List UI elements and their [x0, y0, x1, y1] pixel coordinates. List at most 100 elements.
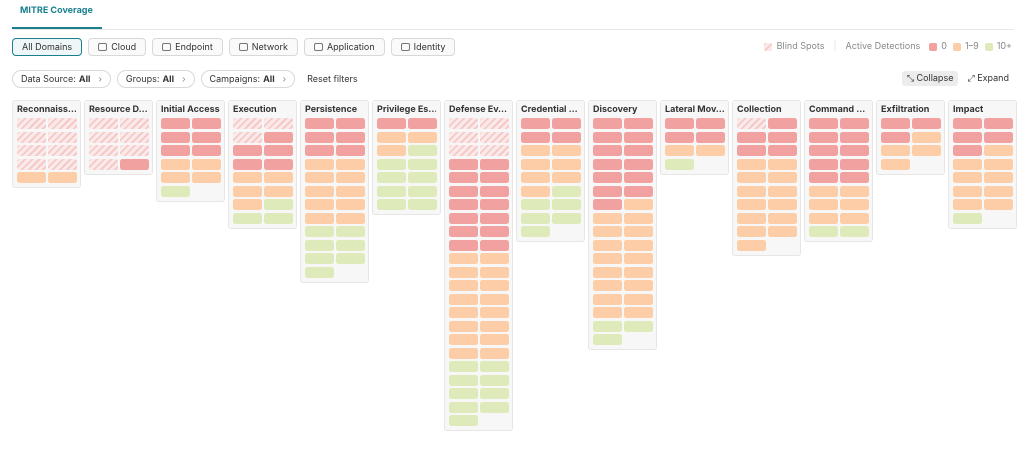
technique-cell[interactable]: [665, 158, 694, 170]
technique-cell[interactable]: [480, 239, 509, 251]
technique-cell[interactable]: [593, 266, 622, 278]
tactic-column[interactable]: Execution: [228, 100, 297, 229]
tactic-column[interactable]: Credential …: [516, 100, 585, 242]
technique-cell[interactable]: [449, 401, 478, 413]
technique-cell[interactable]: [624, 226, 653, 237]
technique-cell[interactable]: [161, 145, 190, 156]
technique-cell[interactable]: [912, 131, 941, 143]
technique-cell[interactable]: [305, 118, 334, 129]
technique-cell[interactable]: [89, 131, 118, 143]
technique-cell[interactable]: [480, 374, 509, 386]
technique-cell[interactable]: [768, 172, 797, 183]
technique-cell[interactable]: [449, 374, 478, 386]
technique-cell[interactable]: [480, 185, 509, 197]
filter-pill[interactable]: Data Source: All ›: [12, 70, 111, 88]
technique-cell[interactable]: [809, 131, 838, 143]
technique-cell[interactable]: [593, 131, 622, 143]
technique-cell[interactable]: [408, 172, 437, 183]
technique-cell[interactable]: [120, 118, 149, 129]
technique-cell[interactable]: [521, 131, 550, 143]
technique-cell[interactable]: [192, 131, 221, 143]
technique-cell[interactable]: [480, 361, 509, 372]
technique-cell[interactable]: [593, 172, 622, 183]
technique-cell[interactable]: [17, 118, 46, 129]
technique-cell[interactable]: [881, 158, 910, 170]
technique-cell[interactable]: [89, 158, 118, 170]
technique-cell[interactable]: [624, 266, 653, 278]
technique-cell[interactable]: [624, 280, 653, 291]
technique-cell[interactable]: [480, 118, 509, 129]
technique-cell[interactable]: [305, 199, 334, 210]
technique-cell[interactable]: [305, 185, 334, 197]
technique-cell[interactable]: [696, 118, 725, 129]
technique-cell[interactable]: [737, 185, 766, 197]
technique-cell[interactable]: [624, 320, 653, 332]
technique-cell[interactable]: [521, 185, 550, 197]
technique-cell[interactable]: [48, 145, 77, 156]
technique-cell[interactable]: [408, 145, 437, 156]
technique-cell[interactable]: [521, 158, 550, 170]
technique-cell[interactable]: [624, 293, 653, 305]
technique-cell[interactable]: [449, 145, 478, 156]
technique-cell[interactable]: [480, 388, 509, 399]
technique-cell[interactable]: [48, 172, 77, 183]
technique-cell[interactable]: [480, 158, 509, 170]
technique-cell[interactable]: [305, 226, 334, 237]
technique-cell[interactable]: [305, 212, 334, 224]
technique-cell[interactable]: [449, 361, 478, 372]
technique-cell[interactable]: [665, 131, 694, 143]
technique-cell[interactable]: [737, 172, 766, 183]
technique-cell[interactable]: [593, 307, 622, 318]
technique-cell[interactable]: [264, 212, 293, 224]
technique-cell[interactable]: [449, 347, 478, 359]
technique-cell[interactable]: [17, 172, 46, 183]
collapse-button[interactable]: ⤡ Collapse: [901, 71, 959, 86]
tactic-column[interactable]: Impact: [948, 100, 1017, 229]
technique-cell[interactable]: [192, 118, 221, 129]
filter-pill[interactable]: Campaigns: All ›: [200, 70, 296, 88]
technique-cell[interactable]: [953, 172, 982, 183]
technique-cell[interactable]: [120, 131, 149, 143]
technique-cell[interactable]: [521, 172, 550, 183]
technique-cell[interactable]: [480, 307, 509, 318]
technique-cell[interactable]: [552, 145, 581, 156]
technique-cell[interactable]: [953, 212, 982, 224]
technique-cell[interactable]: [737, 158, 766, 170]
technique-cell[interactable]: [336, 199, 365, 210]
technique-cell[interactable]: [233, 118, 262, 129]
domain-button[interactable]: Endpoint: [152, 38, 223, 56]
technique-cell[interactable]: [336, 212, 365, 224]
technique-cell[interactable]: [264, 172, 293, 183]
technique-cell[interactable]: [233, 212, 262, 224]
technique-cell[interactable]: [665, 118, 694, 129]
technique-cell[interactable]: [593, 158, 622, 170]
technique-cell[interactable]: [336, 185, 365, 197]
technique-cell[interactable]: [881, 131, 910, 143]
technique-cell[interactable]: [953, 145, 982, 156]
technique-cell[interactable]: [161, 172, 190, 183]
technique-cell[interactable]: [737, 199, 766, 210]
technique-cell[interactable]: [809, 172, 838, 183]
technique-cell[interactable]: [768, 199, 797, 210]
technique-cell[interactable]: [737, 239, 766, 251]
technique-cell[interactable]: [809, 145, 838, 156]
technique-cell[interactable]: [953, 199, 982, 210]
domain-button[interactable]: Application: [303, 38, 385, 56]
technique-cell[interactable]: [809, 199, 838, 210]
technique-cell[interactable]: [984, 145, 1013, 156]
technique-cell[interactable]: [408, 118, 437, 129]
technique-cell[interactable]: [305, 172, 334, 183]
tactic-column[interactable]: Persistence: [300, 100, 369, 283]
technique-cell[interactable]: [737, 145, 766, 156]
technique-cell[interactable]: [336, 239, 365, 251]
technique-cell[interactable]: [737, 226, 766, 237]
technique-cell[interactable]: [624, 158, 653, 170]
technique-cell[interactable]: [264, 158, 293, 170]
technique-cell[interactable]: [17, 131, 46, 143]
technique-cell[interactable]: [696, 145, 725, 156]
technique-cell[interactable]: [665, 145, 694, 156]
technique-cell[interactable]: [336, 172, 365, 183]
technique-cell[interactable]: [552, 212, 581, 224]
technique-cell[interactable]: [624, 307, 653, 318]
technique-cell[interactable]: [768, 158, 797, 170]
